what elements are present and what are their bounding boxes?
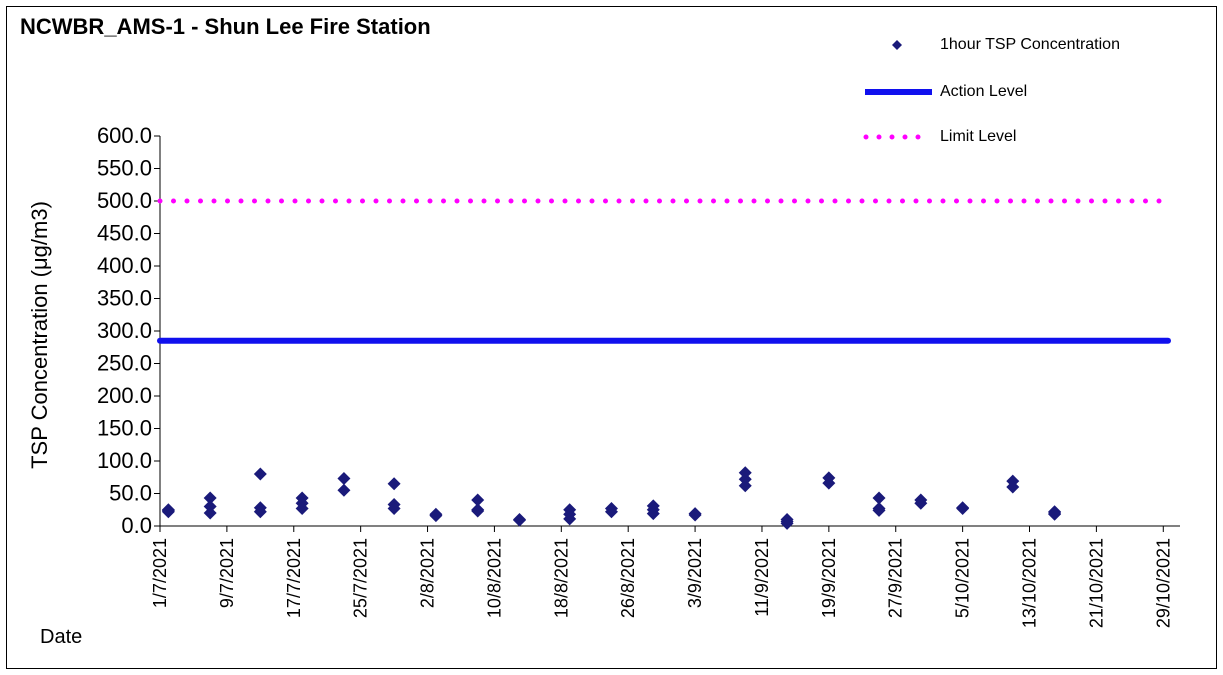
data-point <box>604 505 618 519</box>
x-tick-label: 13/10/2021 <box>1020 538 1040 628</box>
data-point <box>872 503 886 517</box>
chart-title: NCWBR_AMS-1 - Shun Lee Fire Station <box>20 14 431 39</box>
x-tick-label: 17/7/2021 <box>284 538 304 618</box>
data-point <box>563 512 577 526</box>
legend-label-tsp: 1hour TSP Concentration <box>940 36 1120 53</box>
y-tick-label: 450.0 <box>97 221 152 246</box>
y-tick-label: 350.0 <box>97 286 152 311</box>
x-tick-label: 29/10/2021 <box>1153 538 1173 628</box>
data-point <box>646 507 660 521</box>
x-tick-label: 3/9/2021 <box>685 538 705 608</box>
data-point <box>387 501 401 515</box>
x-tick-label: 19/9/2021 <box>819 538 839 618</box>
x-tick-label: 9/7/2021 <box>217 538 237 608</box>
y-tick-label: 500.0 <box>97 188 152 213</box>
x-tick-label: 2/8/2021 <box>418 538 438 608</box>
data-point <box>253 505 267 519</box>
x-tick-label: 10/8/2021 <box>484 538 504 618</box>
data-point <box>1048 507 1062 521</box>
data-point <box>429 509 443 523</box>
data-point <box>956 501 970 515</box>
x-tick-label: 18/8/2021 <box>551 538 571 618</box>
data-point <box>738 479 752 493</box>
y-tick-label: 300.0 <box>97 318 152 343</box>
y-tick-label: 0.0 <box>121 513 152 538</box>
data-point <box>513 513 527 527</box>
y-tick-label: 550.0 <box>97 156 152 181</box>
y-tick-label: 600.0 <box>97 123 152 148</box>
data-point <box>337 472 351 486</box>
chart-frame <box>6 6 1217 669</box>
x-tick-label: 26/8/2021 <box>618 538 638 618</box>
x-axis-label: Date <box>40 626 83 648</box>
data-point <box>822 476 836 490</box>
data-point <box>387 477 401 491</box>
data-point <box>203 506 217 520</box>
x-tick-label: 21/10/2021 <box>1086 538 1106 628</box>
data-point <box>1006 480 1020 494</box>
data-point <box>872 491 886 505</box>
data-point <box>688 508 702 522</box>
data-point <box>203 491 217 505</box>
data-point <box>471 493 485 507</box>
data-point <box>337 483 351 497</box>
y-tick-label: 100.0 <box>97 448 152 473</box>
legend-marker-tsp <box>892 40 902 50</box>
data-point <box>914 496 928 510</box>
data-point <box>161 503 175 517</box>
y-tick-label: 200.0 <box>97 383 152 408</box>
x-tick-label: 11/9/2021 <box>752 538 772 617</box>
legend-label-limit: Limit Level <box>940 128 1017 145</box>
x-tick-label: 1/7/2021 <box>150 538 170 608</box>
data-point <box>780 516 794 530</box>
data-point <box>471 504 485 518</box>
x-tick-label: 27/9/2021 <box>886 538 906 618</box>
x-tick-label: 5/10/2021 <box>953 538 973 618</box>
x-tick-label: 25/7/2021 <box>351 538 371 618</box>
data-point <box>253 467 267 481</box>
y-tick-label: 50.0 <box>109 481 152 506</box>
y-tick-label: 150.0 <box>97 416 152 441</box>
legend-label-action: Action Level <box>940 83 1028 100</box>
y-tick-label: 400.0 <box>97 253 152 278</box>
y-tick-label: 250.0 <box>97 351 152 376</box>
data-point <box>295 501 309 515</box>
